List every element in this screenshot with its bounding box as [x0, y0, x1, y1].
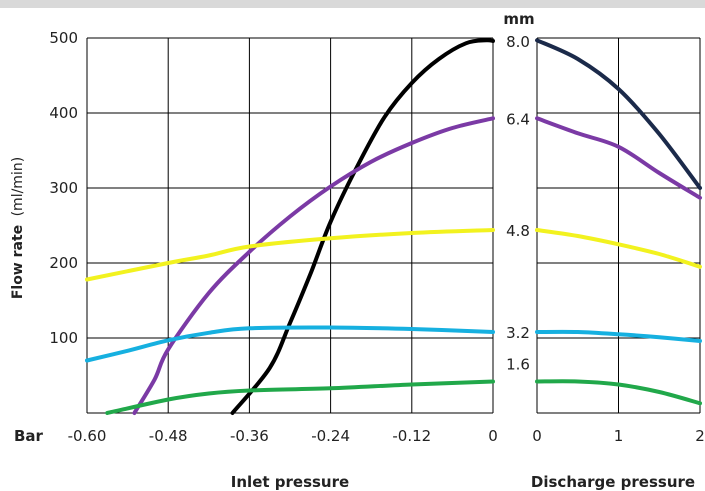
discharge-x-tick-label: 1	[614, 427, 624, 445]
inlet-grid	[86, 37, 494, 414]
series-line-discharge-1.6	[535, 379, 702, 406]
inlet-x-tick-label: -0.36	[230, 427, 269, 445]
series-layer	[85, 38, 702, 415]
y-axis-label: Flow rate (ml/min)	[10, 157, 26, 299]
y-tick-label: 300	[49, 179, 78, 197]
mm-label-bg	[501, 109, 535, 129]
series-line-inlet-3.2	[85, 325, 495, 363]
bar-label: Bar	[14, 427, 44, 445]
discharge-pressure-label: Discharge pressure	[531, 473, 695, 491]
y-tick-label: 200	[49, 254, 78, 272]
inlet-x-tick-label: -0.60	[68, 427, 107, 445]
y-tick-label: 100	[49, 329, 78, 347]
series-line-inlet-6.4	[132, 116, 495, 415]
top-bar	[0, 0, 705, 8]
series-line-inlet-8.0	[230, 38, 495, 415]
mm-label-bg	[501, 354, 535, 374]
mm-value-label: 8.0	[506, 33, 530, 51]
inlet-x-tick-label: 0	[488, 427, 498, 445]
mm-value-label: 3.2	[506, 324, 530, 342]
mm-value-label: 1.6	[506, 356, 530, 374]
mm-label: mm	[503, 10, 534, 28]
series-line-discharge-6.4	[535, 116, 702, 200]
mm-value-label: 6.4	[506, 110, 530, 128]
mm-label-bg	[501, 221, 535, 240]
inlet-x-tick-label: -0.24	[311, 427, 350, 445]
discharge-x-tick-label: 2	[695, 427, 705, 445]
mm-label-bg	[501, 323, 535, 342]
inlet-pressure-label: Inlet pressure	[231, 473, 349, 491]
series-line-discharge-8.0	[535, 38, 702, 190]
inlet-x-tick-label: -0.12	[392, 427, 431, 445]
series-line-discharge-4.8	[535, 228, 702, 269]
series-line-inlet-4.8	[85, 228, 495, 282]
discharge-x-tick-label: 0	[532, 427, 542, 445]
y-tick-label: 500	[49, 29, 78, 47]
y-axis-label-bold: Flow rate	[10, 225, 26, 299]
mm-label-bg	[501, 32, 535, 51]
series-line-discharge-3.2	[535, 329, 702, 343]
y-tick-label: 400	[49, 104, 78, 122]
y-axis-label-unit: (ml/min)	[10, 157, 26, 217]
discharge-grid	[536, 37, 701, 414]
series-line-inlet-1.6	[105, 379, 495, 415]
inlet-x-tick-label: -0.48	[149, 427, 188, 445]
mm-value-label: 4.8	[506, 222, 530, 240]
